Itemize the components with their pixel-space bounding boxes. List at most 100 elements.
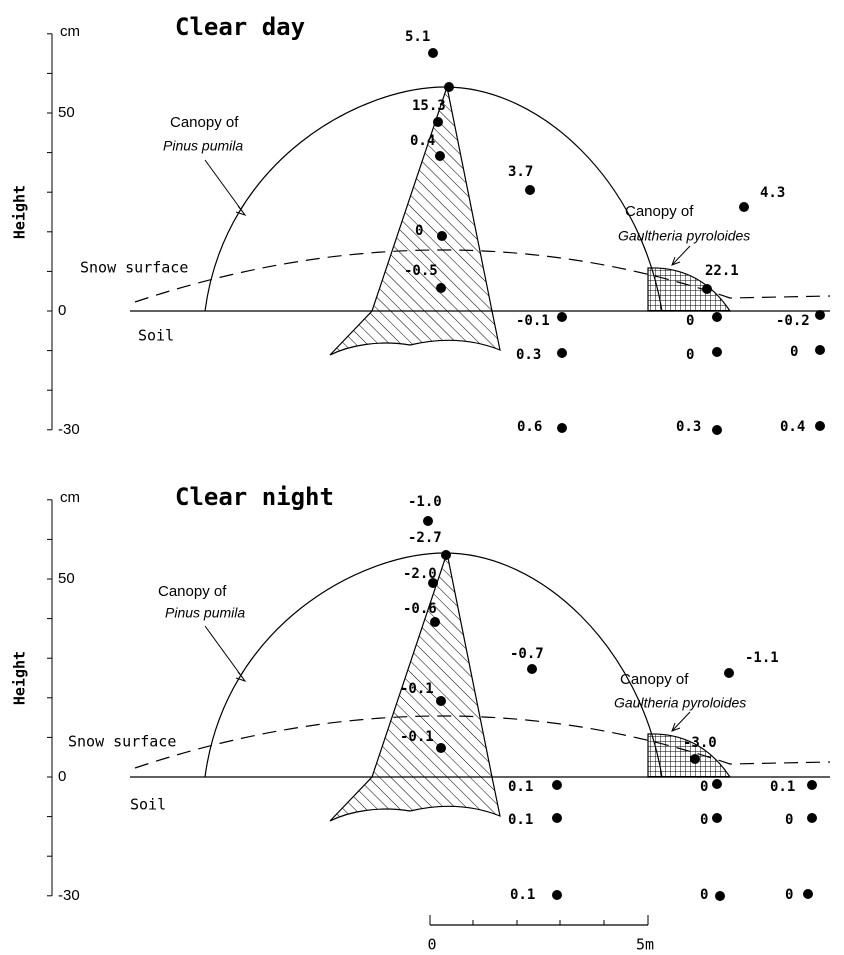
temperature-label: 4.3 (760, 185, 785, 201)
temperature-label: -0.1 (400, 681, 434, 697)
axis-tick-label: -30 (58, 887, 80, 904)
annotation: Canopy of (620, 671, 689, 688)
temperature-label: 0 (700, 812, 708, 828)
annotation: Gaultheria pyroloides (618, 228, 750, 244)
temperature-label: -0.1 (516, 313, 550, 329)
annotation: Gaultheria pyroloides (614, 695, 746, 711)
sensor-dot (807, 813, 817, 823)
trunk (330, 87, 500, 355)
sensor-dot (552, 890, 562, 900)
scale-start: 0 (427, 936, 436, 954)
scene (130, 553, 830, 821)
sensor-dot (803, 889, 813, 899)
annotation: Pinus pumila (163, 138, 243, 154)
sensor-dot (690, 754, 700, 764)
annotation: Soil (130, 796, 166, 814)
annotation: Snow surface (68, 733, 176, 751)
panel-title: Clear day (175, 13, 305, 41)
temperature-label: 0 (785, 887, 793, 903)
axis-tick-label: 0 (58, 768, 66, 785)
arrow (205, 160, 245, 215)
axis-unit: cm (60, 489, 80, 506)
scale-bar: 0 5m (427, 915, 654, 954)
temperature-label: 15.3 (412, 98, 446, 114)
axis-tick-label: 50 (58, 104, 75, 121)
scale-end: 5m (636, 936, 654, 954)
sensor-dot (433, 117, 443, 127)
figure: 0 5m cm 50 0 -30 Height Clear day Canopy of Pin… (0, 0, 844, 955)
sensor-dot (724, 668, 734, 678)
sensor-dot (715, 891, 725, 901)
sensor-dot (815, 345, 825, 355)
axis-tick-label: 0 (58, 302, 66, 319)
panel: cm 50 0 -30 Height Clear day Canopy of Pinus pu… (11, 13, 831, 438)
axis-label: Height (11, 651, 29, 705)
temperature-label: 0.3 (676, 419, 701, 435)
sensor-dot (444, 82, 454, 92)
annotation: Canopy of (170, 114, 239, 131)
temperature-label: 0 (700, 887, 708, 903)
sensor-dot (557, 348, 567, 358)
annotation: Canopy of (158, 583, 227, 600)
temperature-label: -2.0 (403, 566, 437, 582)
temperature-label: 0.1 (770, 779, 795, 795)
sensor-dot (815, 421, 825, 431)
temperature-label: 0.1 (510, 887, 535, 903)
sensor-dot (557, 312, 567, 322)
arrow (672, 712, 690, 731)
sensor-dot (557, 423, 567, 433)
panel-title: Clear night (175, 483, 334, 511)
sensor-dot (436, 743, 446, 753)
axis-tick-label: 50 (58, 570, 75, 587)
arrow (205, 626, 245, 681)
sensor-dot (712, 312, 722, 322)
annotation: Canopy of (625, 203, 694, 220)
sensor-dot (428, 48, 438, 58)
sensor-dot (437, 231, 447, 241)
temperature-label: 0 (700, 779, 708, 795)
temperature-label: -3.0 (683, 735, 717, 751)
temperature-label: 0 (686, 313, 694, 329)
panel: cm 50 0 -30 Height Clear night Canopy of Pinus … (11, 483, 831, 904)
sensor-dot (430, 617, 440, 627)
sensor-dot (436, 696, 446, 706)
sensor-dot (739, 202, 749, 212)
temperature-label: 0.1 (508, 812, 533, 828)
axis-unit: cm (60, 23, 80, 40)
temperature-label: 0 (790, 344, 798, 360)
temperature-label: -2.7 (408, 530, 442, 546)
temperature-label: 0 (785, 812, 793, 828)
arrow (672, 246, 690, 265)
sensor-dot (552, 813, 562, 823)
sensor-dot (712, 813, 722, 823)
temperature-label: -0.6 (403, 601, 437, 617)
sensor-dot (807, 780, 817, 790)
temperature-label: 5.1 (405, 29, 430, 45)
axis-tick-label: -30 (58, 421, 80, 438)
sensor-dot (436, 283, 446, 293)
sensor-dot (712, 779, 722, 789)
sensor-dot (525, 185, 535, 195)
axis-label: Height (11, 185, 29, 239)
sensor-dot (702, 284, 712, 294)
sensor-dot (423, 516, 433, 526)
sensor-dot (552, 780, 562, 790)
sensor-dot (712, 425, 722, 435)
temperature-label: 0.4 (780, 419, 805, 435)
temperature-label: 3.7 (508, 164, 533, 180)
temperature-label: 0.1 (508, 779, 533, 795)
temperature-label: 0.6 (517, 419, 542, 435)
annotation: Soil (138, 327, 174, 345)
sensor-dot (815, 310, 825, 320)
temperature-label: 0 (686, 347, 694, 363)
temperature-label: 0 (415, 223, 423, 239)
annotation: Pinus pumila (165, 605, 245, 621)
temperature-label: -0.1 (400, 729, 434, 745)
temperature-label: 0.4 (410, 133, 435, 149)
temperature-label: -1.0 (408, 494, 442, 510)
annotation: Snow surface (80, 259, 188, 277)
temperature-label: -1.1 (745, 650, 779, 666)
temperature-label: -0.2 (776, 313, 810, 329)
sensor-dot (527, 664, 537, 674)
temperature-label: -0.7 (510, 646, 544, 662)
